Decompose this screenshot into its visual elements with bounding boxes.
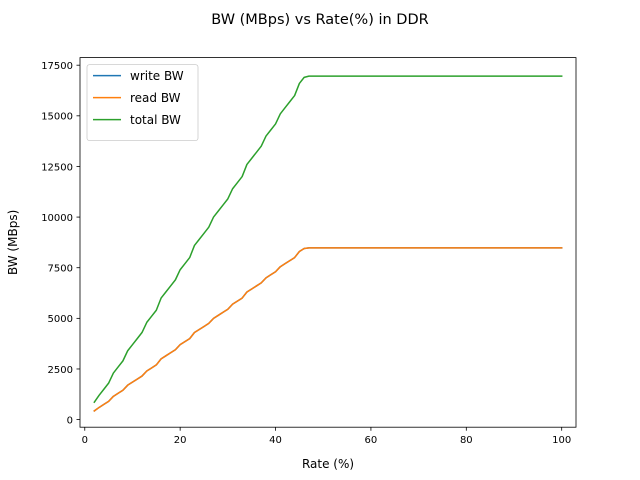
x-tick-label: 100 [552,435,571,446]
series-line-total-bw [93,75,563,404]
y-tick-label: 5000 [48,314,73,325]
series-layer [93,75,563,412]
chart-title: BW (MBps) vs Rate(%) in DDR [211,12,428,28]
y-tick-label: 2500 [48,365,73,376]
legend-box [86,64,199,141]
x-tick-label: 20 [174,435,187,446]
axes-layer: 0 20 40 60 80 100 0 2500 5000 7500 10000 12500 15000… [41,57,577,446]
x-tick-label: 40 [269,435,282,446]
y-tick-label: 10000 [41,213,73,224]
legend-label-total-bw: total BW [130,113,181,127]
legend: write BW read BW total BW [86,64,199,141]
x-tick-label: 60 [365,435,378,446]
y-tick-label: 12500 [41,162,73,173]
y-tick-label: 17500 [41,61,73,72]
y-tick-label: 0 [67,415,73,426]
x-tick-label: 0 [82,435,88,446]
series-line-read-bw [93,247,563,412]
x-axis-label: Rate (%) [302,457,354,471]
legend-label-read-bw: read BW [130,91,181,105]
y-axis-label: BW (MBps) [6,210,20,275]
y-tick-label: 15000 [41,112,73,123]
legend-label-write-bw: write BW [130,69,184,83]
y-tick-label: 7500 [48,264,73,275]
axes-frame [79,57,577,428]
x-tick-label: 80 [460,435,473,446]
